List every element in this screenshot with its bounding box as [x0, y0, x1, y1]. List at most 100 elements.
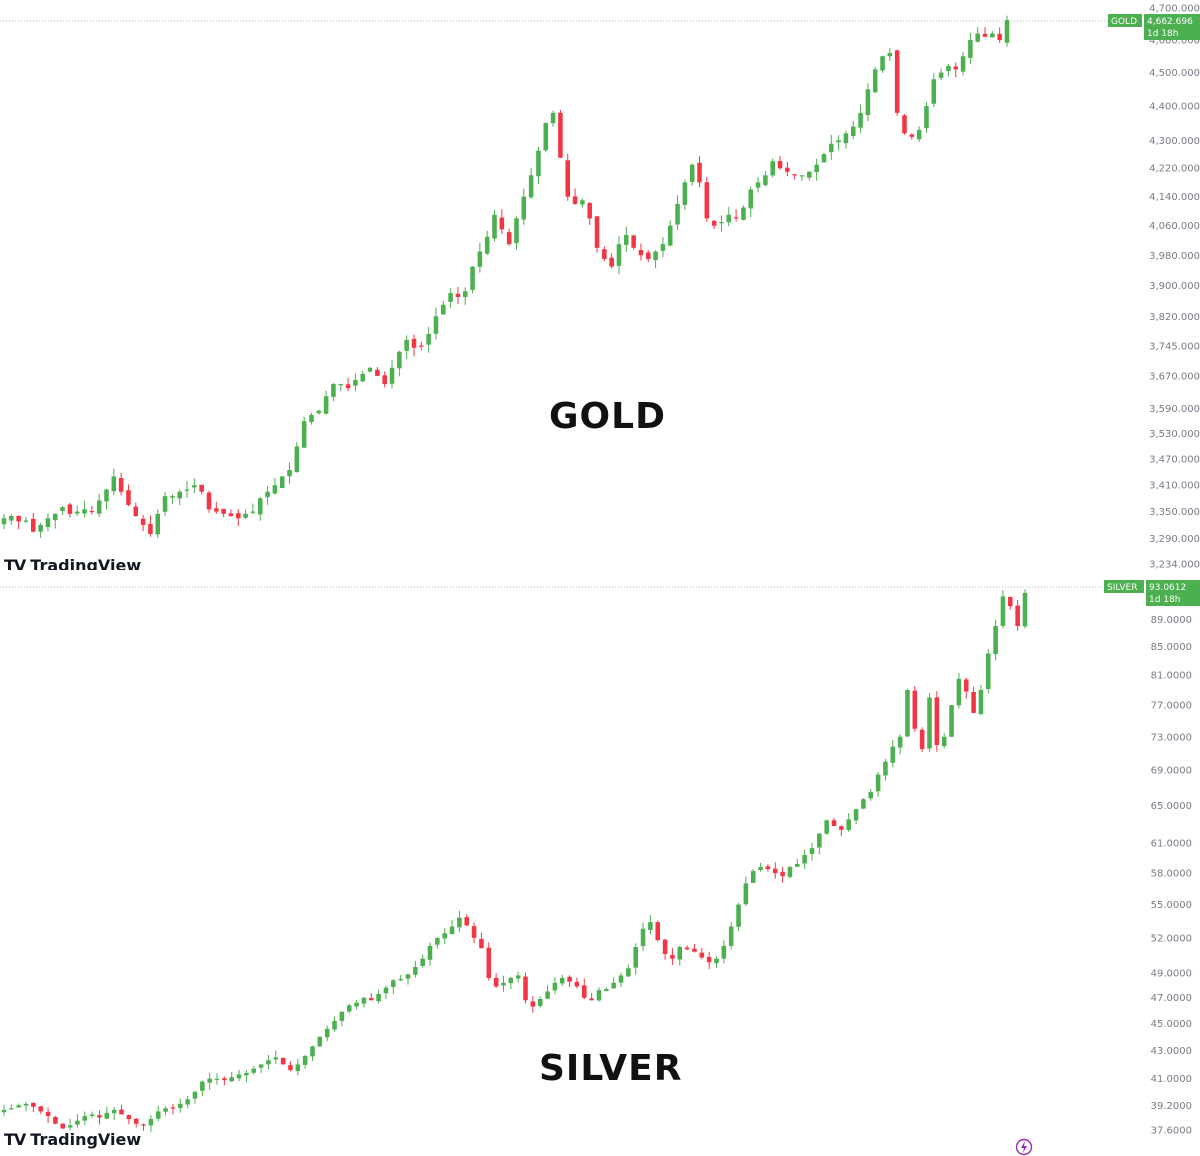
candle-body [982, 33, 988, 37]
candle [670, 948, 675, 966]
candle [316, 409, 322, 415]
candle [523, 972, 528, 1004]
y-axis-tick-label: 85.0000 [1151, 642, 1192, 653]
candle [448, 288, 453, 308]
candle [163, 1106, 168, 1116]
candle [38, 1105, 44, 1114]
candle [53, 1115, 58, 1125]
candle-body [192, 1091, 198, 1099]
candle-body [170, 1107, 176, 1109]
candle-body [243, 513, 248, 518]
candle-body [616, 244, 622, 266]
y-axis-tick-label: 3,745.000 [1149, 341, 1200, 352]
candle-body [528, 175, 534, 198]
candle-body [697, 162, 702, 183]
gold-chart-panel[interactable]: 4,700.000 4,600.000 4,500.000 4,400.000 4,30… [0, 0, 1200, 570]
candle [302, 1054, 308, 1069]
candle [382, 371, 387, 388]
candle [214, 501, 219, 514]
candle [339, 1011, 345, 1027]
candle-body [565, 160, 570, 197]
candle [795, 858, 800, 867]
candle-body [667, 225, 673, 246]
candle-body [795, 863, 800, 867]
candle-body [266, 1060, 271, 1065]
candle-body [582, 985, 587, 998]
candle [52, 513, 58, 529]
candle [618, 972, 624, 987]
candle-body [670, 954, 675, 959]
candle [148, 515, 153, 537]
candle [331, 383, 336, 402]
candle [780, 866, 785, 883]
candle-body [221, 508, 226, 514]
candle [580, 198, 585, 208]
candle [633, 943, 638, 975]
candle-body [486, 947, 492, 978]
candle-body [89, 1114, 95, 1116]
candle-body [178, 1103, 183, 1108]
candle-body [868, 792, 874, 799]
panel-divider [0, 570, 1200, 578]
candle-body [523, 976, 528, 1001]
candle [719, 215, 724, 232]
candle-body [574, 981, 580, 987]
candle-body [934, 697, 940, 745]
silver-chart-panel[interactable]: 89.0000 85.0000 81.0000 77.0000 73.0000 69.00… [0, 578, 1200, 1154]
candle-body [521, 196, 527, 220]
candle [508, 976, 514, 990]
candle [309, 412, 314, 425]
y-axis-tick-label: 47.0000 [1151, 993, 1192, 1004]
candle [60, 1123, 66, 1130]
candle-body [596, 990, 602, 1001]
candle [126, 484, 131, 507]
candle [288, 1061, 293, 1072]
candle-body [1008, 596, 1013, 607]
candle [865, 83, 871, 122]
candle [684, 945, 690, 951]
gold-chart[interactable]: 4,700.000 4,600.000 4,500.000 4,400.000 4,30… [0, 0, 1200, 570]
y-axis-tick-label: 69.0000 [1151, 766, 1192, 777]
candle [946, 63, 951, 77]
candle [938, 68, 944, 81]
candle-body [971, 691, 976, 713]
candle [301, 416, 307, 449]
candle-body [589, 998, 594, 1001]
candle-body [199, 484, 204, 492]
candle [375, 366, 380, 377]
candle [31, 1102, 36, 1113]
candle [118, 472, 124, 496]
candle [376, 989, 381, 1004]
last-price-tag-bg [1144, 14, 1200, 40]
candle-body [52, 513, 58, 521]
candle [332, 1016, 337, 1032]
candle [978, 684, 984, 716]
candle [821, 152, 827, 163]
y-axis-tick-label: 3,530.000 [1149, 429, 1200, 440]
candle-body [829, 143, 834, 153]
candle-body [382, 375, 387, 385]
candle [89, 506, 95, 515]
candle-body [1022, 592, 1028, 627]
candle [807, 170, 812, 181]
candle [251, 1066, 257, 1075]
candle [323, 390, 329, 415]
candle-body [728, 926, 734, 946]
lightning-icon[interactable] [1015, 1138, 1033, 1156]
candle-body [492, 214, 497, 239]
candle-body [990, 33, 995, 38]
candle [765, 863, 771, 872]
candle [294, 442, 300, 473]
candle [23, 1101, 29, 1112]
candle [589, 992, 594, 1001]
symbol-tag-label: SILVER [1107, 583, 1138, 593]
silver-chart[interactable]: 89.0000 85.0000 81.0000 77.0000 73.0000 69.00… [0, 578, 1200, 1154]
candle [927, 693, 932, 752]
candle-body [853, 809, 859, 821]
candle [711, 219, 717, 230]
candle [199, 484, 204, 495]
candle [419, 341, 424, 351]
candle-body [82, 509, 87, 514]
candle-body [38, 524, 43, 532]
candle [949, 704, 954, 737]
